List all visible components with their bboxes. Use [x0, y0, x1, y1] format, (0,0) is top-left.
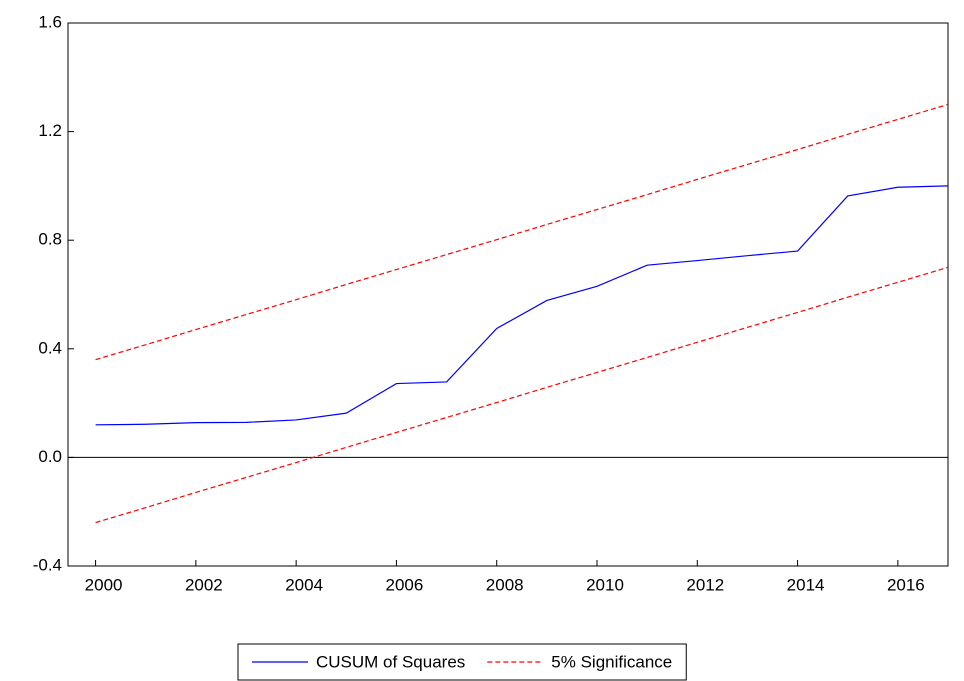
x-tick-label: 2016: [887, 575, 925, 594]
plot-frame: [67, 22, 949, 567]
y-tick-label: -0.4: [33, 555, 62, 574]
legend-box: [237, 643, 687, 681]
x-tick-label: 2008: [486, 575, 524, 594]
series-line: [95, 266, 949, 524]
x-tick-label: 2010: [586, 575, 624, 594]
y-tick-label: 1.2: [38, 121, 62, 140]
series-line: [95, 103, 949, 361]
x-tick-label: 2012: [686, 575, 724, 594]
x-tick-label: 2014: [787, 575, 825, 594]
y-tick-label: 1.6: [38, 12, 62, 31]
x-tick-label: 2002: [185, 575, 223, 594]
y-tick-label: 0.0: [38, 447, 62, 466]
x-tick-label: 2006: [386, 575, 424, 594]
y-tick-label: 0.8: [38, 230, 62, 249]
series-line: [95, 185, 949, 426]
legend-label: CUSUM of Squares: [316, 652, 465, 671]
x-tick-label: 2000: [85, 575, 123, 594]
y-tick-label: 0.4: [38, 338, 62, 357]
legend-label: 5% Significance: [551, 652, 672, 671]
x-tick-label: 2004: [285, 575, 323, 594]
